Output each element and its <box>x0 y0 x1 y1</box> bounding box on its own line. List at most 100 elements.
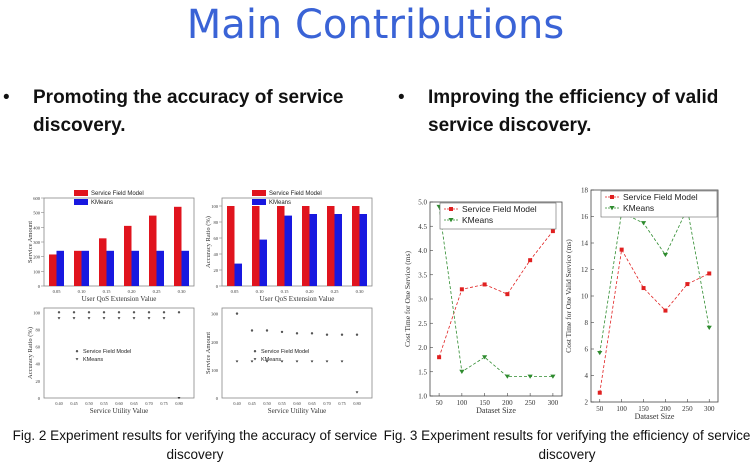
chart-utility-accuracy-point-kmeans <box>162 317 166 320</box>
chart-utility-amount-legend-field: Service Field Model <box>261 349 309 355</box>
chart-utility-accuracy-point-kmeans <box>87 317 91 320</box>
chart-utility-amount-x-tick-label: 0.40 <box>233 401 240 406</box>
chart-cost-time-xlabel: Dataset Size <box>476 406 516 415</box>
chart-cost-time-valid-frame <box>590 189 719 403</box>
bullet-dot: • <box>398 87 405 108</box>
chart-accuracy-ratio-legend-swatch-kmeans <box>252 199 266 205</box>
chart-utility-accuracy-x-tick-label: 0.65 <box>130 401 137 406</box>
chart-cost-time-ylabel: Cost Time for One Service (ms) <box>403 250 412 347</box>
chart-service-amount-x-tick-label: 0.15 <box>103 289 112 294</box>
chart-cost-time-valid-point-field <box>685 282 690 287</box>
chart-cost-time-point-kmeans <box>527 374 533 379</box>
chart-utility-accuracy-point-field <box>177 311 181 314</box>
chart-utility-amount-point-kmeans <box>265 360 269 363</box>
chart-utility-amount-ylabel: Service Amount <box>205 332 212 374</box>
chart-service-amount-x-tick-label: 0.05 <box>53 289 62 294</box>
chart-cost-time-legend-kmeans: KMeans <box>462 215 493 225</box>
chart-service-amount-x-tick-label: 0.20 <box>128 289 137 294</box>
chart-utility-accuracy-y-tick-label: 0 <box>38 396 41 401</box>
chart-cost-time-valid-x-tick-label: 200 <box>660 405 671 413</box>
chart-service-amount-bar-1-field <box>74 250 82 286</box>
chart-cost-time-valid-point-field <box>707 271 712 276</box>
chart-cost-time-valid-legend-marker-field <box>610 195 614 199</box>
chart-utility-accuracy-y-tick-label: 80 <box>36 327 41 332</box>
chart-utility-accuracy-point-kmeans <box>177 397 181 400</box>
chart-utility-accuracy-legend-field: Service Field Model <box>83 349 131 355</box>
chart-cost-time-y-tick-label: 1.5 <box>418 368 427 376</box>
chart-accuracy-ratio-bar-5-kmeans <box>359 214 367 286</box>
chart-cost-time-valid-y-tick-label: 16 <box>581 213 589 221</box>
chart-accuracy-ratio-bar-0-field <box>227 206 235 286</box>
chart-utility-accuracy-x-tick-label: 0.40 <box>55 401 62 406</box>
chart-service-amount-legend-swatch-field <box>74 190 88 196</box>
chart-utility-amount-point-field <box>250 329 254 332</box>
chart-cost-time-valid-y-tick-label: 8 <box>585 319 589 327</box>
chart-service-amount-bar-1-kmeans <box>81 250 89 286</box>
figure-efficiency: 1.01.52.02.53.03.54.04.55.050 100 150 200 25… <box>403 187 719 421</box>
chart-cost-time-valid-point-field <box>663 308 668 313</box>
chart-utility-amount-x-tick-label: 0.80 <box>353 401 360 406</box>
chart-cost-time-valid-point-kmeans <box>597 350 603 356</box>
chart-cost-time-y-tick-label: 4.0 <box>418 247 427 255</box>
chart-accuracy-ratio-bar-0-kmeans <box>234 263 242 286</box>
chart-accuracy-ratio-y-tick-label: 100 <box>211 204 219 209</box>
chart-cost-time-valid-x-tick-label: 100 <box>616 405 627 413</box>
chart-utility-accuracy-legend-kmeans: KMeans <box>83 357 103 363</box>
chart-cost-time-point-field <box>482 282 487 287</box>
chart-accuracy-ratio-bar-2-field <box>277 206 285 286</box>
chart-utility-accuracy-point-field <box>132 311 136 314</box>
chart-accuracy-ratio-x-tick-label: 0.25 <box>331 289 340 294</box>
chart-utility-amount-point-field <box>265 329 269 332</box>
chart-utility-accuracy-point-field <box>102 311 106 314</box>
chart-cost-time-valid-series-line-kmeans <box>599 207 710 354</box>
chart-service-amount-frame <box>43 197 195 287</box>
chart-utility-amount-point-field <box>355 333 359 336</box>
chart-utility-amount-y-tick-label: 200 <box>211 340 219 345</box>
chart-accuracy-ratio-x-tick-label: 0.30 <box>356 289 365 294</box>
chart-accuracy-ratio-bar-2-kmeans <box>284 215 292 286</box>
chart-utility-amount-x-tick-label: 0.45 <box>248 401 255 406</box>
chart-cost-time-valid-point-field <box>619 247 624 252</box>
chart-service-amount-x-tick-label: 0.30 <box>178 289 187 294</box>
chart-utility-amount-point-kmeans <box>280 360 284 363</box>
chart-accuracy-ratio-y-tick-label: 60 <box>214 236 219 241</box>
chart-utility-amount-x-tick-label: 0.50 <box>263 401 270 406</box>
chart-cost-time-y-tick-label: 3.5 <box>418 271 427 279</box>
chart-utility-amount-x-tick-label: 0.65 <box>308 401 315 406</box>
chart-service-amount-bar-2-kmeans <box>106 250 114 286</box>
chart-cost-time-valid-series-line-field <box>599 248 710 393</box>
chart-cost-time-point-field <box>459 287 464 292</box>
chart-cost-time-x-tick-label: 100 <box>457 399 468 407</box>
caption-efficiency: Fig. 3 Experiment results for verifying … <box>383 428 751 462</box>
chart-service-amount-y-tick-label: 400 <box>33 225 41 230</box>
chart-service-amount-legend-swatch-kmeans <box>74 199 88 205</box>
chart-cost-time-valid-ylabel: Cost Time for One Valid Service (ms) <box>564 239 573 353</box>
bullet-accuracy: • Promoting the accuracy of service disc… <box>3 84 378 140</box>
chart-cost-time-valid-point-kmeans <box>662 252 669 258</box>
chart-cost-time-x-tick-label: 200 <box>502 399 513 407</box>
chart-cost-time-valid-x-tick-label: 50 <box>596 405 604 413</box>
chart-cost-time-point-kmeans <box>504 374 510 379</box>
chart-accuracy-ratio-ylabel: Accuracy Ratio (%) <box>205 216 212 268</box>
chart-utility-amount-x-tick-label: 0.70 <box>323 401 330 406</box>
chart-utility-amount-point-kmeans <box>325 360 329 363</box>
chart-cost-time-point-field <box>505 292 510 297</box>
chart-accuracy-ratio-y-tick-label: 40 <box>214 252 219 257</box>
chart-utility-amount-x-tick-label: 0.75 <box>338 401 345 406</box>
chart-service-amount-y-tick-label: 300 <box>33 240 41 245</box>
chart-utility-amount-point-field <box>295 332 299 335</box>
chart-cost-time-valid-y-tick-label: 12 <box>581 266 589 274</box>
chart-service-amount-bar-5-field <box>174 206 182 286</box>
chart-cost-time-point-kmeans <box>550 374 556 379</box>
chart-utility-accuracy-ylabel: Accuracy Ratio (%) <box>27 327 34 379</box>
chart-utility-amount-y-tick-label: 300 <box>211 312 219 317</box>
chart-accuracy-ratio-legend-kmeans: KMeans <box>269 200 291 206</box>
chart-service-amount-legend-kmeans: KMeans <box>91 200 113 206</box>
chart-service-amount-bar-2-field <box>99 238 107 286</box>
chart-utility-accuracy-y-tick-label: 20 <box>36 379 41 384</box>
chart-cost-time-legend-marker-kmeans <box>448 218 454 223</box>
chart-accuracy-ratio-x-tick-label: 0.05 <box>231 289 240 294</box>
chart-utility-accuracy-point-field <box>87 311 91 314</box>
chart-cost-time-valid-legend-marker-kmeans <box>609 206 615 211</box>
chart-cost-time-point-field <box>550 229 555 234</box>
